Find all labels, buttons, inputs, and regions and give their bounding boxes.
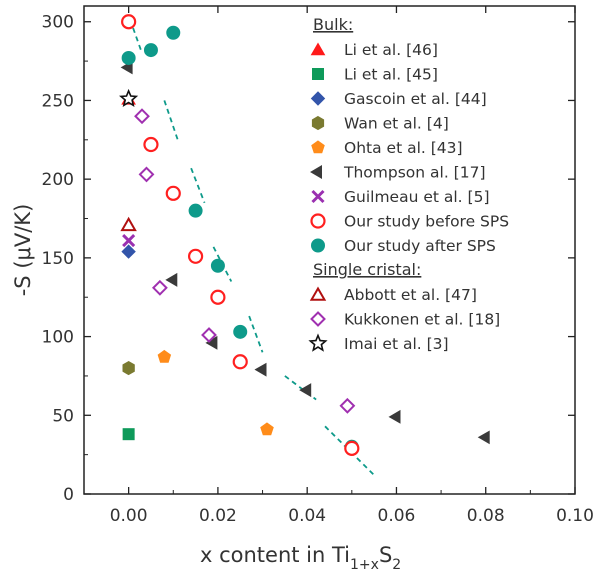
data-point xyxy=(165,185,181,201)
x-tick-label: 0.04 xyxy=(288,506,326,526)
data-point xyxy=(151,279,168,296)
legend-marker xyxy=(310,213,326,229)
y-tick-label: 200 xyxy=(42,170,74,190)
y-tick-label: 50 xyxy=(52,406,74,426)
legend-label: Li et al. [46] xyxy=(344,41,438,59)
trend-line-segment xyxy=(163,100,179,141)
data-point xyxy=(254,362,267,377)
legend-label: Kukkonen et al. [18] xyxy=(344,311,500,329)
legend-marker xyxy=(311,140,325,154)
x-axis-title: x content in Ti1+xS2 xyxy=(200,543,401,573)
x-axis-title-sub1: 1+x xyxy=(350,557,379,573)
legend-label: Abbott et al. [47] xyxy=(344,286,477,304)
legend-marker xyxy=(309,286,327,301)
trend-line-segment xyxy=(190,167,206,204)
legend-label: Our study before SPS xyxy=(344,213,509,231)
legend-label: Gascoin et al. [44] xyxy=(344,90,487,108)
axis-ticks: 0.00 0.02 0.04 0.06 0.08 0.10 0 50 100 150 200 250 3… xyxy=(42,6,594,526)
data-point xyxy=(138,166,155,183)
data-point xyxy=(210,289,226,305)
plot-marks xyxy=(119,14,490,476)
legend-label: Thompson al. [17] xyxy=(343,164,486,182)
legend-label: Ohta et al. [43] xyxy=(344,139,463,157)
data-point xyxy=(299,383,312,398)
data-point xyxy=(165,272,178,287)
x-tick-label: 0.02 xyxy=(199,506,237,526)
data-point xyxy=(233,324,248,339)
legend: Bulk: Li et al. [46] Li et al. [45] Gascoin… xyxy=(308,15,509,353)
legend-marker xyxy=(308,333,328,352)
legend-marker xyxy=(310,311,326,327)
legend-marker xyxy=(311,238,325,253)
data-point xyxy=(188,203,203,218)
legend-marker xyxy=(311,189,325,204)
data-point xyxy=(157,349,172,363)
legend-marker xyxy=(310,42,326,56)
data-point xyxy=(122,233,136,248)
legend-heading: Bulk: xyxy=(313,15,353,34)
data-point xyxy=(201,327,217,343)
data-point xyxy=(122,428,135,441)
data-point xyxy=(210,258,225,273)
data-point xyxy=(134,108,150,125)
x-axis-title-main: x content in Ti xyxy=(200,543,350,567)
trend-line-segment xyxy=(248,315,264,353)
legend-marker xyxy=(311,115,325,131)
data-point xyxy=(344,440,360,456)
y-tick-label: 0 xyxy=(63,485,74,505)
trend-line-segment xyxy=(284,375,317,401)
data-point xyxy=(143,136,159,153)
y-axis-title: -S (μV/K) xyxy=(11,204,35,297)
data-point xyxy=(232,354,248,370)
x-tick-label: 0.08 xyxy=(467,506,505,526)
legend-label: Li et al. [45] xyxy=(344,66,438,84)
data-point xyxy=(122,361,135,376)
legend-marker xyxy=(312,68,324,80)
data-point xyxy=(166,25,181,40)
data-point xyxy=(187,248,204,264)
legend-marker xyxy=(310,91,326,106)
y-tick-label: 300 xyxy=(42,13,74,33)
x-tick-label: 0.00 xyxy=(110,506,148,526)
data-point xyxy=(477,430,490,445)
x-axis-title-sub2: 2 xyxy=(392,557,401,573)
legend-label: Guilmeau et al. [5] xyxy=(344,188,490,206)
data-point xyxy=(339,397,356,414)
plot-frame xyxy=(83,5,576,495)
legend-label: Imai et al. [3] xyxy=(344,335,449,353)
data-point xyxy=(260,422,274,436)
x-tick-label: 0.06 xyxy=(378,506,416,526)
data-point xyxy=(120,216,137,232)
trend-line-segment xyxy=(132,27,143,54)
y-tick-label: 100 xyxy=(42,328,74,348)
legend-label: Wan et al. [4] xyxy=(344,115,449,133)
y-tick-label: 150 xyxy=(42,249,74,269)
data-point xyxy=(119,88,139,107)
data-point xyxy=(121,244,136,259)
x-tick-label: 0.10 xyxy=(556,506,594,526)
legend-label: Our study after SPS xyxy=(344,237,496,255)
data-point xyxy=(121,14,137,30)
y-tick-label: 250 xyxy=(42,91,74,111)
trend-line-segment xyxy=(324,425,375,476)
data-point xyxy=(121,50,136,65)
legend-marker xyxy=(310,165,322,179)
data-point xyxy=(143,43,158,58)
legend-heading: Single cristal: xyxy=(313,260,421,279)
x-axis-title-mid: S xyxy=(379,543,392,567)
data-point xyxy=(388,409,401,424)
